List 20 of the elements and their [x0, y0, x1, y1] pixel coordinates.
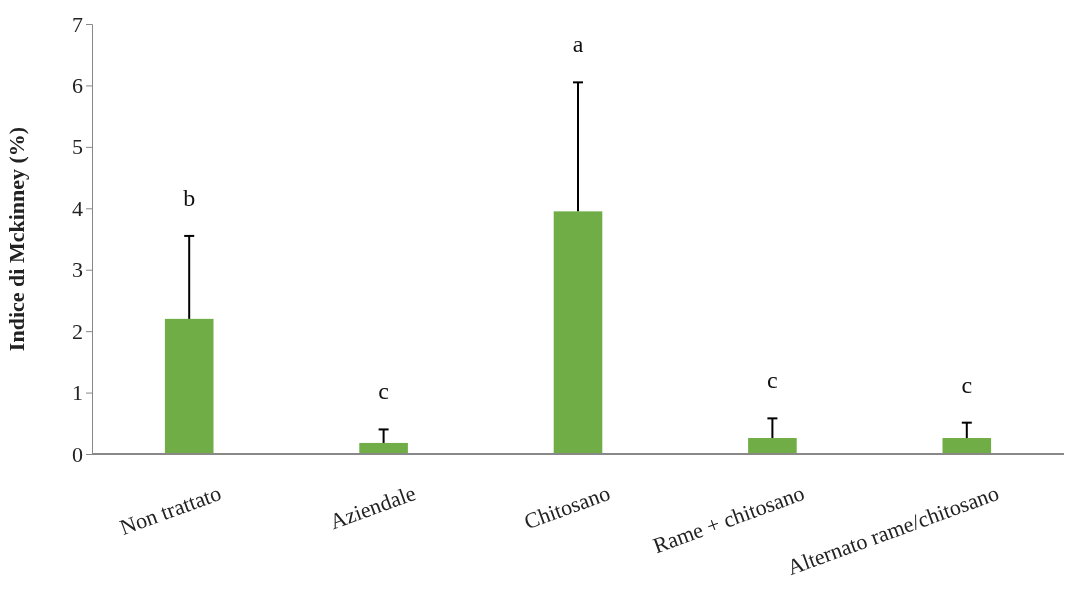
y-tick-label: 0 — [72, 441, 83, 467]
y-tick-label: 2 — [72, 318, 83, 344]
y-tick-label: 5 — [72, 134, 83, 160]
annotation: b — [183, 184, 196, 211]
bar — [164, 318, 214, 454]
annotation: c — [767, 367, 778, 394]
annotation: a — [572, 31, 584, 58]
bar — [748, 438, 797, 454]
y-tick-label: 7 — [72, 11, 83, 37]
y-tick-label: 4 — [72, 195, 83, 221]
y-tick-label: 1 — [72, 380, 83, 406]
annotation: c — [961, 371, 973, 398]
bar — [942, 438, 992, 454]
annotation: c — [378, 378, 389, 405]
y-tick-label: 6 — [72, 72, 83, 98]
x-tick-label: Non trattato — [116, 480, 225, 540]
y-tick-label: 3 — [72, 257, 83, 283]
y-axis-title: Indice di Mckinney (%) — [4, 126, 29, 352]
bar — [359, 442, 408, 454]
bar — [553, 211, 603, 454]
